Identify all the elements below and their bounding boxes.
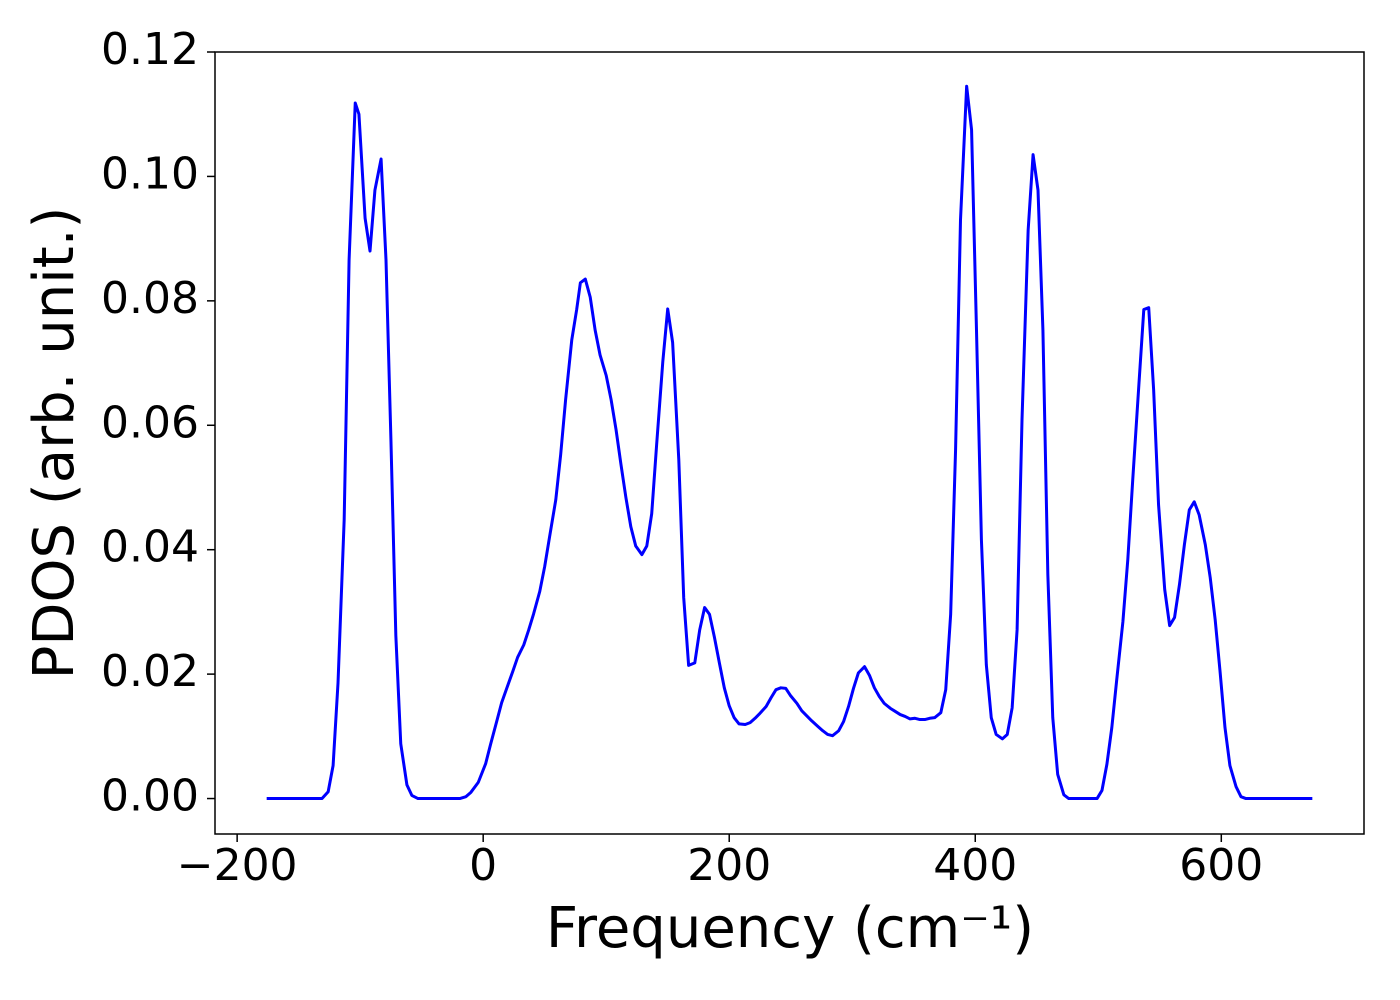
plot-frame [214,51,1365,835]
x-tick-label: 600 [1179,840,1263,891]
x-tick-label: 400 [933,840,1017,891]
y-tick-label: 0.12 [101,24,199,75]
y-tick-label: 0.08 [101,273,199,324]
x-axis-label: Frequency (cm⁻¹) [546,896,1034,961]
y-tick-label: 0.02 [101,646,199,697]
y-tick-label: 0.10 [101,148,199,199]
y-tick-label: 0.00 [101,771,199,822]
line-series [266,84,1313,801]
x-tick-label: −200 [177,840,298,891]
x-tick-label: 0 [469,840,497,891]
x-tick-label: 200 [687,840,771,891]
y-tick-label: 0.04 [101,522,199,573]
y-axis-label: PDOS (arb. unit.) [22,207,87,680]
y-tick-label: 0.06 [101,397,199,448]
